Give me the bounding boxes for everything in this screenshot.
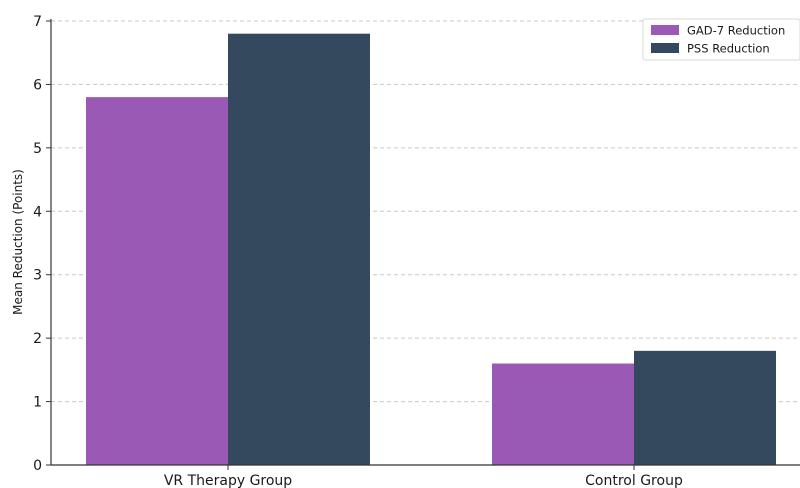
y-tick-labels: 0 1 2 3 4 5 6 7 — [33, 14, 51, 474]
axes — [50, 19, 800, 466]
y-tick-label: 5 — [33, 141, 42, 157]
legend-swatch — [651, 25, 679, 35]
bar-gad-7-reduction-vr-therapy-group — [86, 97, 228, 465]
legend: GAD-7 Reduction PSS Reduction — [642, 18, 800, 61]
x-tick-label: Control Group — [585, 473, 683, 488]
y-tick-label: 1 — [33, 395, 42, 411]
bars — [86, 33, 776, 465]
y-tick-label: 4 — [33, 204, 42, 220]
bar-pss-reduction-control-group — [634, 350, 776, 465]
bar-gad-7-reduction-control-group — [492, 363, 634, 465]
legend-box — [642, 18, 800, 61]
y-tick-label: 0 — [33, 458, 42, 474]
x-tick-label: VR Therapy Group — [164, 473, 292, 488]
y-axis-title: Mean Reduction (Points) — [11, 169, 25, 315]
legend-label: PSS Reduction — [687, 42, 770, 56]
legend-label: GAD-7 Reduction — [687, 24, 785, 38]
y-tick-label: 6 — [33, 77, 42, 93]
bar-pss-reduction-vr-therapy-group — [228, 33, 370, 465]
legend-swatch — [651, 43, 679, 53]
y-tick-label: 3 — [33, 268, 42, 284]
y-tick-label: 2 — [33, 331, 42, 347]
x-tick-labels: VR Therapy Group Control Group — [164, 465, 683, 488]
y-tick-label: 7 — [33, 14, 42, 30]
